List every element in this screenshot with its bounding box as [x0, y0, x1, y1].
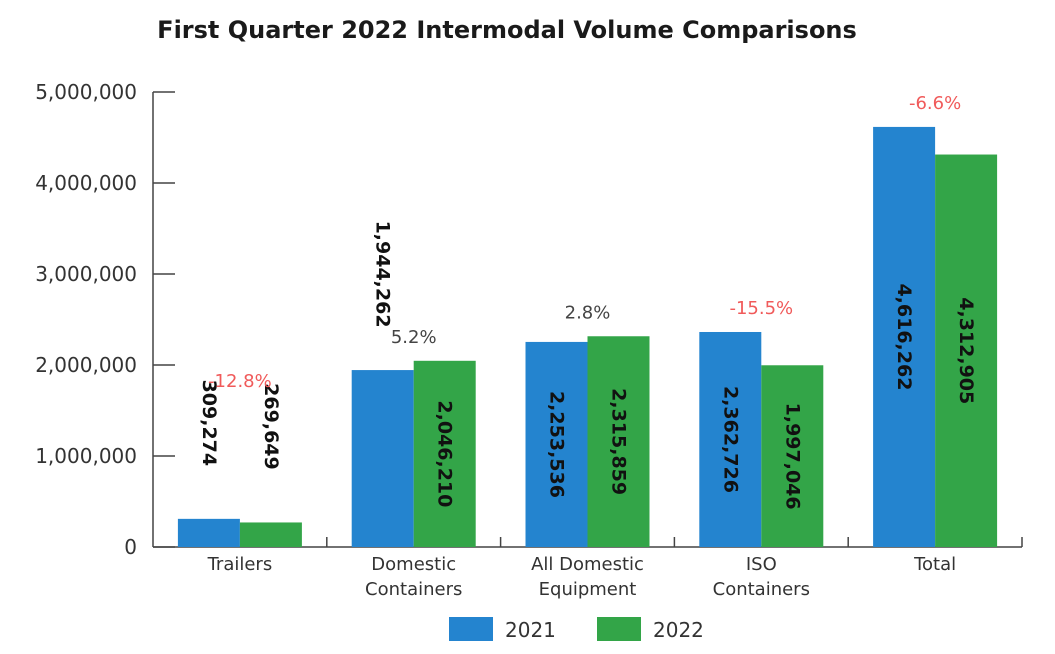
- bar-2021: [177, 518, 240, 547]
- bar-2021: [699, 331, 762, 547]
- bar-2022: [935, 154, 998, 548]
- legend-label: 2022: [653, 618, 704, 642]
- percent-change-label: -12.8%: [208, 371, 272, 392]
- data-label: 309,274: [198, 380, 220, 467]
- y-tick-label: 5,000,000: [35, 80, 137, 104]
- data-label: 2,253,536: [546, 391, 568, 498]
- percent-change-label: 5.2%: [391, 327, 437, 348]
- y-tick-label: 2,000,000: [35, 353, 137, 377]
- bar-2021: [873, 126, 936, 547]
- data-label: 2,315,859: [608, 388, 630, 495]
- x-tick-label: All Domestic Equipment: [531, 554, 644, 600]
- bar-2021: [351, 370, 414, 547]
- legend-label: 2021: [505, 618, 556, 642]
- bar-2022: [587, 336, 650, 547]
- percent-change-label: -6.6%: [909, 93, 961, 114]
- x-tick-label: Total: [913, 554, 956, 575]
- legend: 2021 2022: [449, 617, 704, 642]
- y-tick-label: 0: [124, 535, 137, 559]
- y-tick-label: 4,000,000: [35, 171, 137, 195]
- data-label: 2,046,210: [434, 400, 456, 507]
- chart-title: First Quarter 2022 Intermodal Volume Com…: [157, 16, 857, 44]
- bars: [177, 126, 998, 548]
- data-label: 1,997,046: [781, 403, 803, 510]
- x-tick-label: ISO Containers: [713, 554, 810, 600]
- data-label: 269,649: [260, 383, 282, 470]
- y-tick-label: 3,000,000: [35, 262, 137, 286]
- data-label: 4,616,262: [893, 283, 915, 390]
- bar-2021: [525, 341, 588, 547]
- x-tick-label: Trailers: [207, 554, 273, 575]
- data-label: 2,362,726: [719, 386, 741, 493]
- data-labels: 309,274 269,649-12.8% 1,944,262 2,046,210 5.…: [198, 93, 977, 510]
- data-label: 1,944,262: [372, 221, 394, 328]
- percent-change-label: -15.5%: [729, 298, 793, 319]
- x-tick-label: Domestic Containers: [365, 554, 462, 600]
- percent-change-label: 2.8%: [565, 302, 611, 323]
- bar-2022: [413, 360, 476, 547]
- bar-2022: [761, 365, 824, 547]
- legend-swatch: [597, 617, 641, 641]
- bar-2022: [239, 522, 302, 547]
- y-tick-label: 1,000,000: [35, 444, 137, 468]
- legend-swatch: [449, 617, 493, 641]
- data-label: 4,312,905: [955, 297, 977, 404]
